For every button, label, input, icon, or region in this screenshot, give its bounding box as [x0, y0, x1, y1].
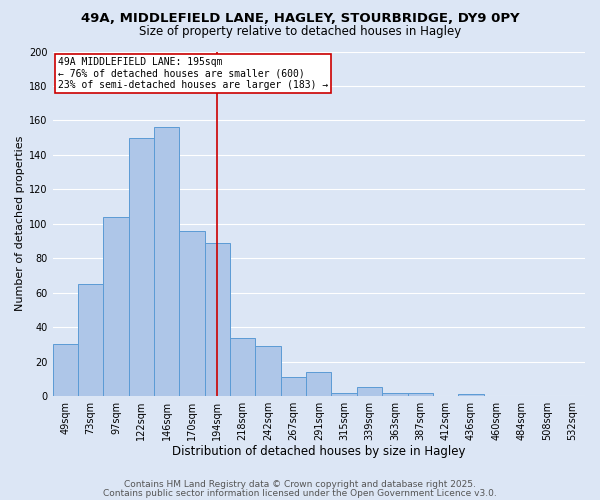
Bar	[179, 230, 205, 396]
Text: Contains HM Land Registry data © Crown copyright and database right 2025.: Contains HM Land Registry data © Crown c…	[124, 480, 476, 489]
Bar	[128, 138, 154, 396]
Text: Size of property relative to detached houses in Hagley: Size of property relative to detached ho…	[139, 25, 461, 38]
Bar	[53, 344, 78, 396]
Bar	[256, 346, 281, 396]
Bar	[382, 392, 407, 396]
Text: 49A MIDDLEFIELD LANE: 195sqm
← 76% of detached houses are smaller (600)
23% of s: 49A MIDDLEFIELD LANE: 195sqm ← 76% of de…	[58, 56, 328, 90]
Y-axis label: Number of detached properties: Number of detached properties	[15, 136, 25, 312]
Bar	[78, 284, 103, 396]
Bar	[154, 128, 179, 396]
Bar	[331, 392, 357, 396]
Bar	[103, 217, 128, 396]
Bar	[458, 394, 484, 396]
Text: 49A, MIDDLEFIELD LANE, HAGLEY, STOURBRIDGE, DY9 0PY: 49A, MIDDLEFIELD LANE, HAGLEY, STOURBRID…	[80, 12, 520, 26]
Bar	[230, 338, 256, 396]
Bar	[306, 372, 331, 396]
X-axis label: Distribution of detached houses by size in Hagley: Distribution of detached houses by size …	[172, 444, 466, 458]
Bar	[407, 392, 433, 396]
Text: Contains public sector information licensed under the Open Government Licence v3: Contains public sector information licen…	[103, 488, 497, 498]
Bar	[281, 377, 306, 396]
Bar	[357, 388, 382, 396]
Bar	[205, 243, 230, 396]
